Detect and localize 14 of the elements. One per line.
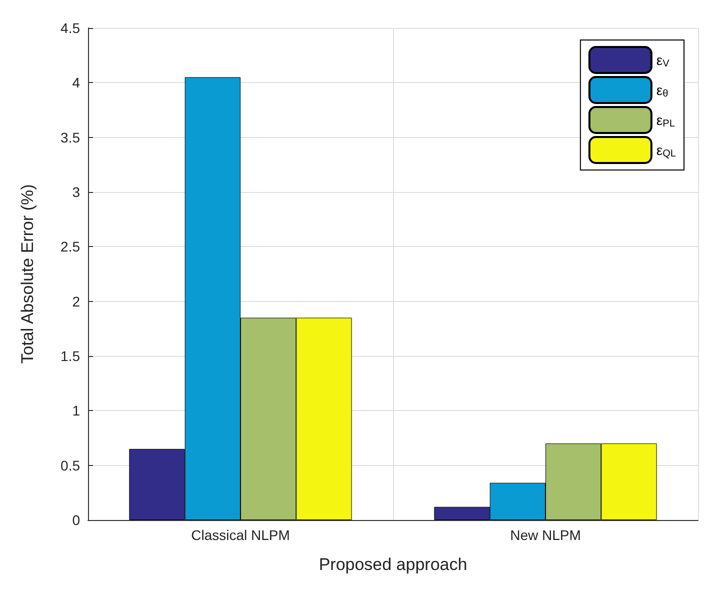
y-tick-label: 0.5 bbox=[60, 457, 80, 474]
x-tick-label: New NLPM bbox=[510, 527, 581, 543]
y-tick-label: 3.5 bbox=[60, 129, 80, 146]
y-tick-label: 4 bbox=[72, 74, 80, 91]
y-tick-label: 4.5 bbox=[60, 20, 80, 36]
x-tick-label: Classical NLPM bbox=[191, 527, 290, 543]
y-tick-label: 1 bbox=[72, 402, 80, 419]
y-tick-label: 1.5 bbox=[60, 348, 80, 364]
y-axis-title: Total Absolute Error (%) bbox=[18, 184, 37, 364]
y-tick-label: 3 bbox=[72, 184, 80, 200]
y-tick-label: 0 bbox=[72, 512, 80, 528]
x-axis-title: Proposed approach bbox=[318, 555, 468, 574]
y-tick-label: 2 bbox=[72, 293, 80, 310]
y-tick-label: 2.5 bbox=[60, 238, 80, 255]
